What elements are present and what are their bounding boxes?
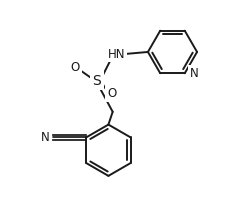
Text: N: N: [189, 67, 198, 80]
Text: O: O: [106, 87, 116, 100]
Text: N: N: [40, 131, 49, 144]
Text: S: S: [92, 74, 101, 88]
Text: O: O: [70, 61, 80, 74]
Text: HN: HN: [108, 48, 125, 61]
